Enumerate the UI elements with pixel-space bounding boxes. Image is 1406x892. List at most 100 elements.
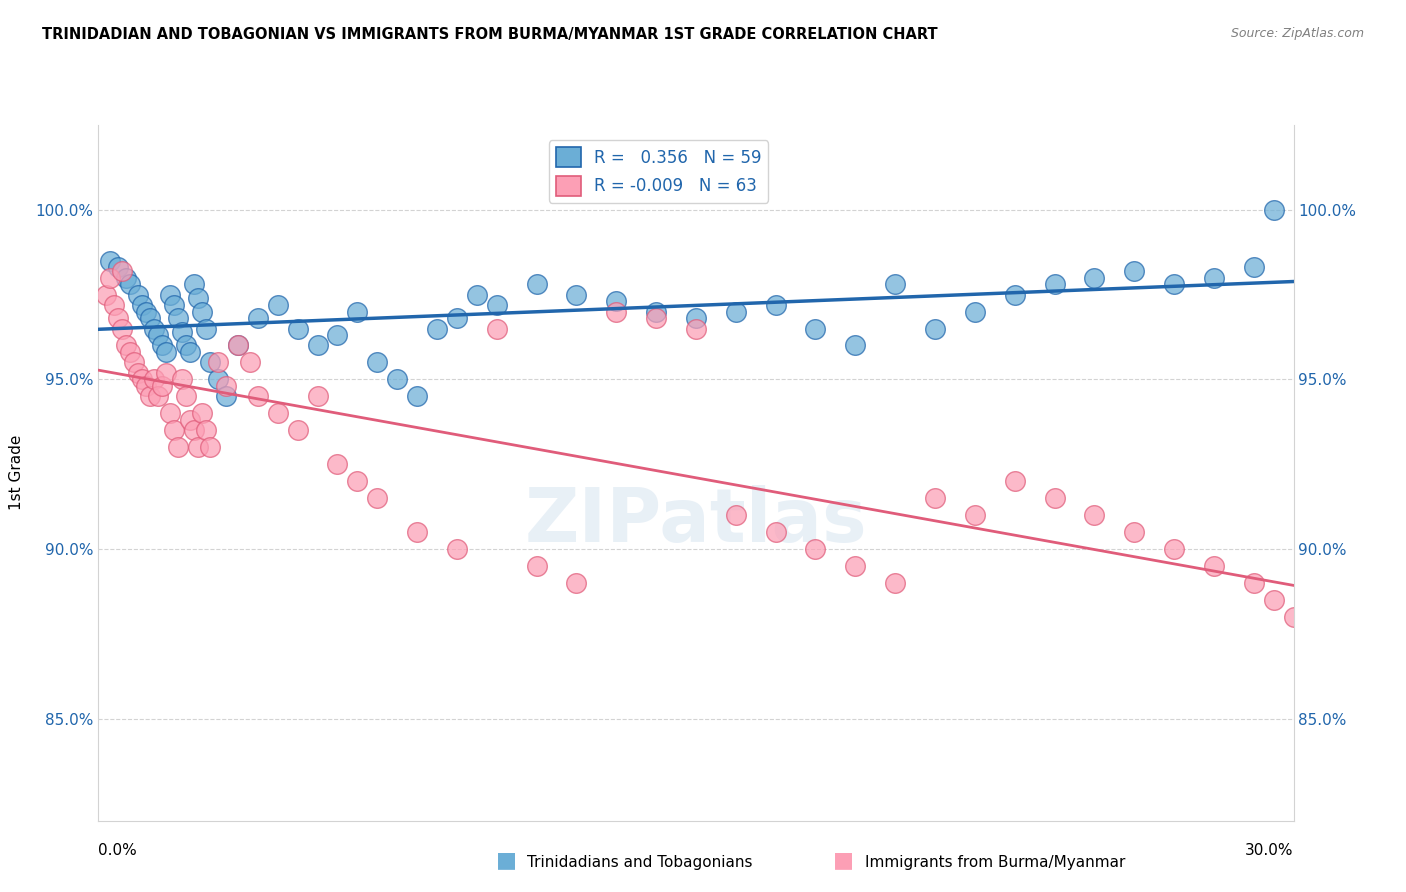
Point xyxy=(98,270,122,285)
Point xyxy=(326,457,349,471)
Point xyxy=(98,253,122,268)
Point xyxy=(307,389,329,403)
Point xyxy=(1202,270,1225,285)
Point xyxy=(246,389,269,403)
Point xyxy=(804,542,827,557)
Point xyxy=(187,440,209,454)
Point xyxy=(685,321,707,335)
Legend: R =   0.356   N = 59, R = -0.009   N = 63: R = 0.356 N = 59, R = -0.009 N = 63 xyxy=(548,140,768,202)
Point xyxy=(406,389,429,403)
Point xyxy=(326,328,349,343)
Point xyxy=(187,291,209,305)
Text: Trinidadians and Tobagonians: Trinidadians and Tobagonians xyxy=(527,855,752,870)
Y-axis label: 1st Grade: 1st Grade xyxy=(10,435,24,510)
Point xyxy=(1083,508,1105,523)
Point xyxy=(207,372,229,386)
Point xyxy=(1083,270,1105,285)
Point xyxy=(207,355,229,369)
Point xyxy=(148,328,170,343)
Point xyxy=(167,440,190,454)
Point xyxy=(963,304,986,318)
Point xyxy=(239,355,262,369)
Point xyxy=(605,294,627,309)
Point xyxy=(163,298,186,312)
Point xyxy=(124,355,146,369)
Point xyxy=(127,287,149,301)
Point xyxy=(183,423,205,437)
Point xyxy=(565,576,588,591)
Point xyxy=(150,338,173,352)
Point xyxy=(107,260,129,275)
Point xyxy=(446,542,468,557)
Point xyxy=(155,345,177,359)
Point xyxy=(96,287,118,301)
Point xyxy=(127,366,149,380)
Text: Source: ZipAtlas.com: Source: ZipAtlas.com xyxy=(1230,27,1364,40)
Point xyxy=(485,298,508,312)
Point xyxy=(143,321,166,335)
Point xyxy=(465,287,488,301)
Point xyxy=(804,321,827,335)
Point xyxy=(1123,264,1146,278)
Point xyxy=(1004,287,1026,301)
Point xyxy=(215,379,238,393)
Point xyxy=(172,325,194,339)
Point xyxy=(406,525,429,540)
Point xyxy=(172,372,194,386)
Point xyxy=(446,311,468,326)
Point xyxy=(526,559,548,574)
Point xyxy=(1243,260,1265,275)
Point xyxy=(179,413,201,427)
Point xyxy=(724,508,747,523)
Point xyxy=(226,338,249,352)
Point xyxy=(366,491,388,506)
Point xyxy=(174,338,197,352)
Point xyxy=(385,372,409,386)
Point xyxy=(1263,593,1285,607)
Point xyxy=(103,298,125,312)
Point xyxy=(844,338,866,352)
Point xyxy=(1163,277,1185,292)
Point xyxy=(1004,475,1026,489)
Point xyxy=(765,525,787,540)
Point xyxy=(1123,525,1146,540)
Point xyxy=(1202,559,1225,574)
Point xyxy=(131,298,153,312)
Point xyxy=(183,277,205,292)
Point xyxy=(1043,277,1066,292)
Text: Immigrants from Burma/Myanmar: Immigrants from Burma/Myanmar xyxy=(865,855,1125,870)
Text: TRINIDADIAN AND TOBAGONIAN VS IMMIGRANTS FROM BURMA/MYANMAR 1ST GRADE CORRELATIO: TRINIDADIAN AND TOBAGONIAN VS IMMIGRANTS… xyxy=(42,27,938,42)
Point xyxy=(111,264,134,278)
Point xyxy=(115,270,138,285)
Point xyxy=(135,304,157,318)
Point xyxy=(526,277,548,292)
Point xyxy=(107,311,129,326)
Point xyxy=(963,508,986,523)
Point xyxy=(645,304,668,318)
Point xyxy=(155,366,177,380)
Point xyxy=(605,304,627,318)
Point xyxy=(267,298,290,312)
Text: ■: ■ xyxy=(496,850,516,870)
Point xyxy=(115,338,138,352)
Point xyxy=(1263,202,1285,217)
Point xyxy=(120,345,142,359)
Point xyxy=(195,321,218,335)
Point xyxy=(307,338,329,352)
Point xyxy=(645,311,668,326)
Point xyxy=(346,304,368,318)
Point xyxy=(131,372,153,386)
Point xyxy=(924,321,946,335)
Point xyxy=(346,475,368,489)
Point xyxy=(191,304,214,318)
Point xyxy=(724,304,747,318)
Point xyxy=(148,389,170,403)
Point xyxy=(120,277,142,292)
Text: ■: ■ xyxy=(834,850,853,870)
Point xyxy=(215,389,238,403)
Point xyxy=(287,321,309,335)
Point xyxy=(1163,542,1185,557)
Point xyxy=(685,311,707,326)
Point xyxy=(226,338,249,352)
Point xyxy=(191,406,214,420)
